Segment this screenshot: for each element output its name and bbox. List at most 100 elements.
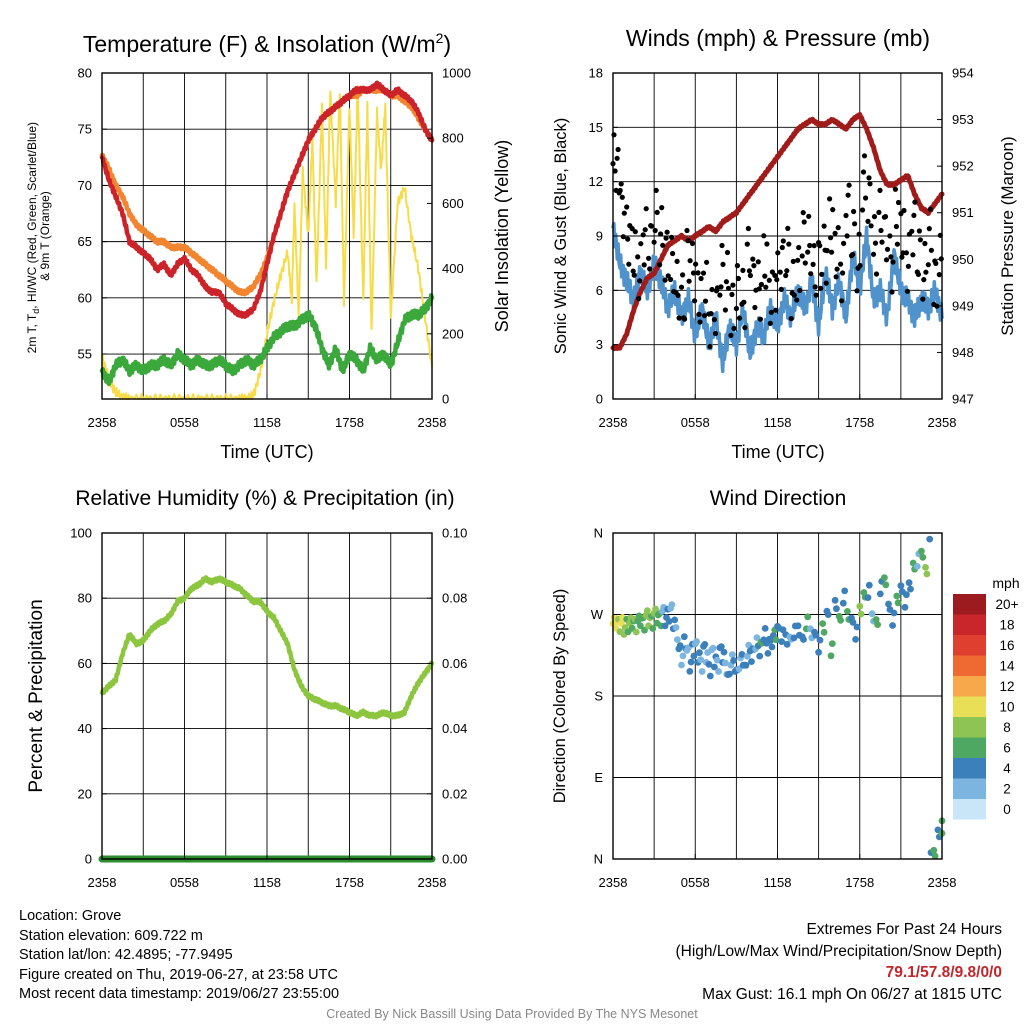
wind-direction-point — [722, 659, 729, 667]
winds-x-tick-label: 0558 — [681, 415, 710, 430]
wind-direction-point — [678, 661, 685, 669]
gust-point — [657, 262, 663, 268]
wind-direction-point — [868, 610, 876, 618]
wind-direction-point — [894, 599, 902, 607]
wind-direction-point — [748, 658, 755, 665]
temperature-x-axis-label: Time (UTC) — [220, 442, 313, 462]
legend-swatch — [953, 676, 986, 697]
wind-direction-point — [743, 652, 751, 660]
winds-left-tick-label: 12 — [589, 174, 603, 189]
gust-point — [775, 250, 781, 256]
max-gust: Max Gust: 16.1 mph On 06/27 at 1815 UTC — [702, 985, 1002, 1003]
gust-point — [830, 207, 836, 213]
wind-direction-point — [893, 592, 901, 600]
wind-direction-panel: Wind Direction N E S W N 2358 0558 1158 1758 2358… — [551, 487, 1020, 890]
gust-point — [697, 319, 703, 325]
gust-point — [665, 273, 671, 279]
winds-right-tick-label: 947 — [952, 392, 974, 407]
gust-point — [892, 186, 899, 192]
legend-swatch — [953, 614, 986, 635]
wind-direction-point — [815, 648, 822, 656]
gust-point — [712, 330, 719, 337]
gust-point — [680, 272, 686, 278]
gust-point — [750, 256, 756, 262]
gust-point — [620, 234, 626, 240]
humidity-left-tick-label: 60 — [78, 656, 92, 671]
gust-point — [744, 241, 750, 247]
gust-point — [827, 196, 833, 202]
gust-point — [888, 254, 894, 260]
gust-point — [915, 271, 922, 277]
wind-direction-x-tick-label: 0558 — [681, 875, 710, 890]
temperature-left-tick-label: 75 — [78, 122, 92, 137]
humidity-left-tick-label: 20 — [78, 786, 92, 801]
gust-point — [755, 259, 761, 265]
dewpoint-series-line — [99, 293, 435, 387]
gust-point — [768, 309, 774, 315]
gust-point — [658, 231, 664, 237]
station-elevation: Station elevation: 609.722 m — [19, 927, 203, 944]
wind-direction-point — [696, 649, 703, 657]
gust-point — [909, 228, 915, 234]
wind-direction-point — [687, 658, 695, 666]
gust-point — [752, 304, 758, 311]
wind-direction-point — [926, 535, 934, 543]
gust-point — [866, 175, 872, 181]
wind-direction-left-tick-label: N — [594, 526, 603, 541]
legend-label: 10 — [999, 700, 1014, 715]
gust-point — [791, 292, 797, 298]
winds-right-tick-label: 948 — [952, 345, 974, 360]
winds-x-axis-label: Time (UTC) — [731, 442, 824, 462]
gust-point — [660, 242, 666, 248]
legend-swatch — [953, 696, 986, 717]
gust-point — [917, 237, 924, 243]
gust-point — [615, 146, 621, 153]
wind-direction-point — [872, 616, 880, 623]
gust-point — [698, 275, 704, 282]
legend-label: 18 — [999, 618, 1014, 633]
gust-point — [617, 187, 623, 194]
gust-point — [625, 236, 631, 242]
humidity-x-tick-label: 1158 — [253, 875, 281, 890]
winds-right-tick-label: 950 — [952, 252, 974, 267]
gust-point — [720, 261, 726, 267]
legend-swatch — [953, 655, 986, 676]
winds-right-tick-label: 953 — [952, 112, 974, 127]
station-info: Location: Grove Station elevation: 609.7… — [19, 907, 339, 1005]
gust-point — [828, 235, 834, 241]
wind-direction-point — [742, 661, 750, 669]
wind-direction-point — [668, 601, 676, 609]
legend-label: 20+ — [996, 597, 1019, 612]
wind-direction-point — [828, 640, 836, 647]
wind-direction-left-tick-label: S — [594, 689, 603, 704]
wind-direction-x-tick-label: 1158 — [764, 875, 792, 890]
gust-point — [654, 209, 660, 215]
winds-right-tick-label: 949 — [952, 298, 974, 313]
wind-direction-point — [837, 616, 844, 624]
gust-point — [877, 187, 883, 193]
gust-point — [777, 269, 783, 275]
wind-direction-point — [819, 620, 827, 627]
gust-point — [735, 275, 742, 282]
wind-direction-point — [772, 636, 780, 644]
wind-direction-point — [882, 581, 890, 589]
gust-point — [807, 242, 813, 249]
extremes-title: Extremes For Past 24 Hours — [806, 921, 1002, 938]
wind-direction-point — [761, 625, 769, 632]
legend-label: 6 — [1003, 741, 1011, 756]
wind-direction-left-axis-label: Direction (Colored By Speed) — [551, 589, 569, 804]
wind-direction-point — [649, 625, 657, 632]
wind-direction-point — [827, 652, 835, 660]
wind-direction-point — [730, 657, 737, 664]
temperature-x-tick-label: 2358 — [418, 415, 447, 430]
winds-left-tick-label: 0 — [596, 392, 603, 407]
winds-x-tick-label: 2358 — [928, 415, 957, 430]
gust-point — [632, 229, 638, 235]
gust-point — [912, 199, 918, 205]
legend-swatch — [953, 758, 986, 779]
gust-point — [689, 240, 696, 246]
wind-direction-point — [686, 668, 694, 675]
gust-point — [708, 311, 714, 317]
wind-direction-point — [804, 613, 812, 621]
